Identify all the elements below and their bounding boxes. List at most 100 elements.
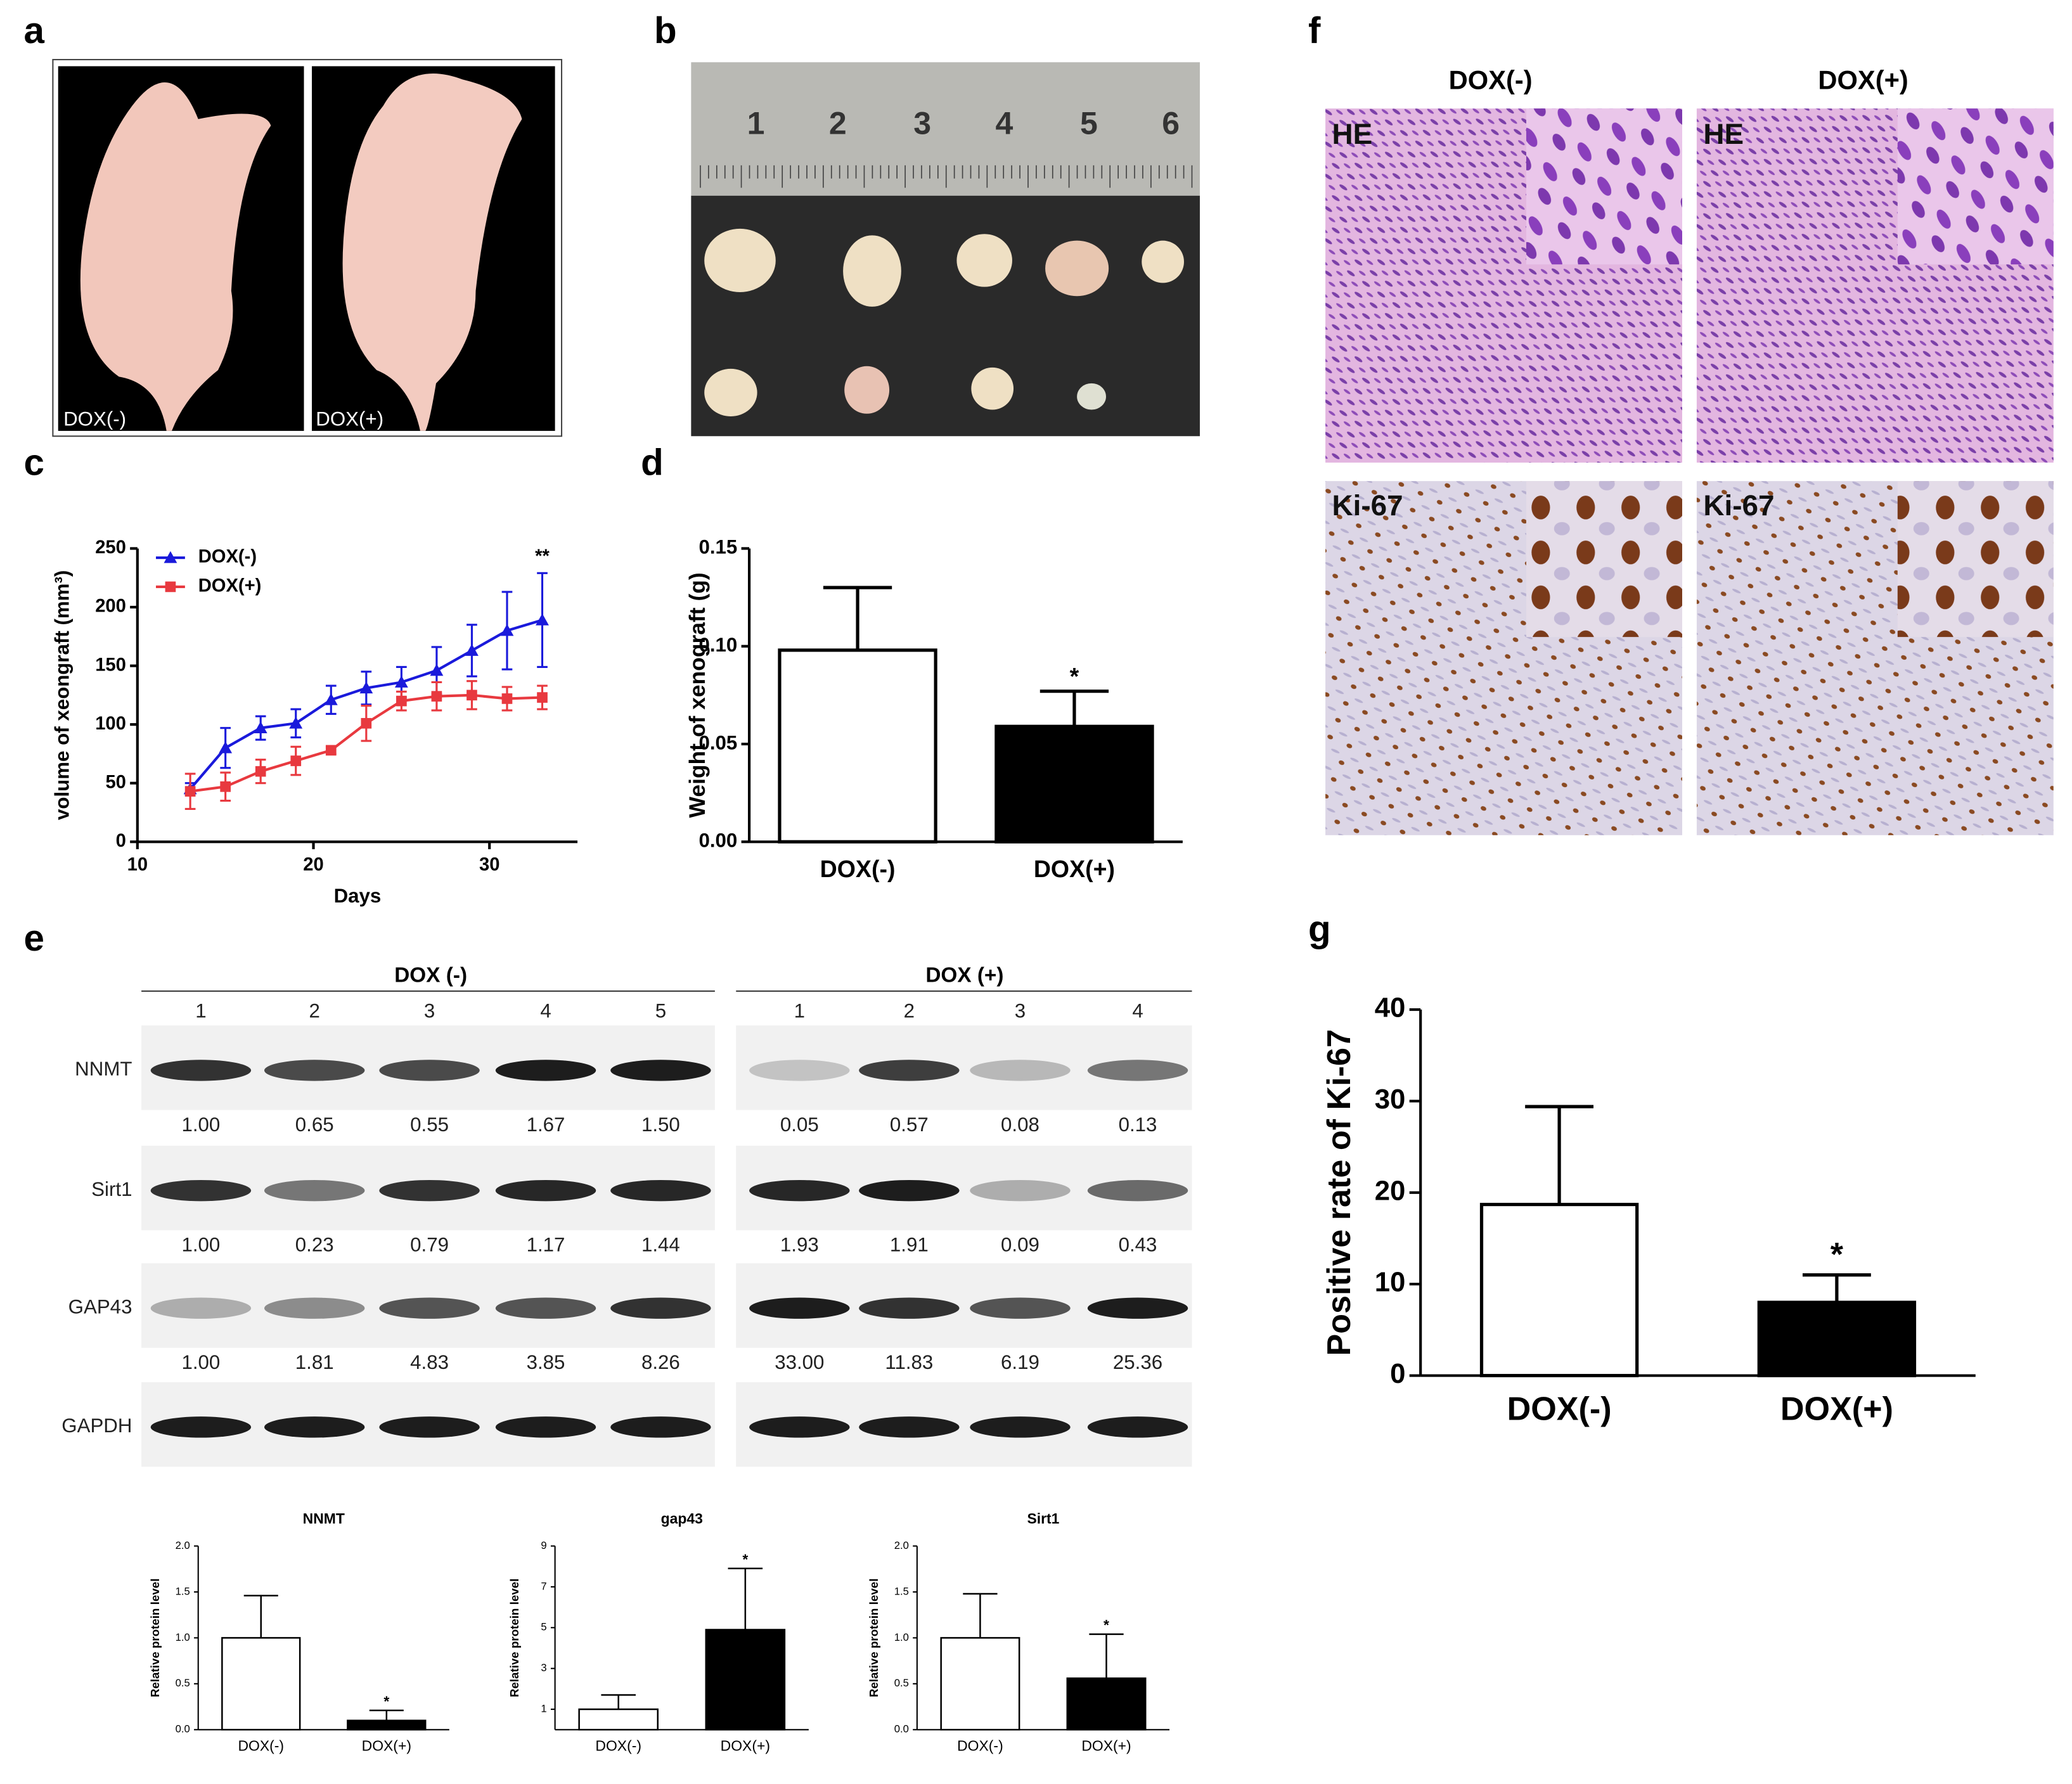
band-ratio: 1.50: [641, 1113, 680, 1136]
y-tick-label: 1.0: [176, 1631, 190, 1643]
data-point: [220, 781, 231, 792]
y-axis-label: Relative protein level: [867, 1579, 880, 1698]
bar: [347, 1719, 427, 1731]
band-ratio: 1.44: [641, 1233, 680, 1255]
lane-number: 2: [309, 999, 319, 1022]
band-ratio: 0.23: [295, 1233, 334, 1255]
tumor: [1142, 240, 1184, 283]
tumor: [844, 366, 890, 414]
data-point: [290, 755, 302, 766]
photo: [691, 195, 1200, 437]
legend-label: DOX(-): [198, 547, 257, 567]
ruler-label: 1: [747, 106, 765, 141]
x-tick-label: DOX(+): [721, 1737, 770, 1754]
tumor: [843, 235, 901, 307]
blot-band: [749, 1297, 850, 1319]
band-ratio: 3.85: [527, 1351, 565, 1373]
chart-title: NNMT: [303, 1510, 345, 1527]
chart-title: gap43: [661, 1510, 703, 1527]
lane-number: 3: [1015, 999, 1026, 1022]
y-tick-label: 100: [95, 714, 126, 734]
y-tick-label: 0.0: [894, 1723, 909, 1735]
band-ratio: 0.55: [410, 1113, 449, 1136]
band-ratio: 0.79: [410, 1233, 449, 1255]
y-tick-label: 1.5: [176, 1585, 190, 1597]
ruler: [691, 62, 1200, 196]
data-point: [324, 693, 338, 705]
y-tick-label: 30: [1375, 1084, 1406, 1115]
y-tick-label: 0.5: [176, 1677, 190, 1689]
band-ratio: 1.00: [181, 1351, 220, 1373]
x-tick-label: 20: [303, 855, 323, 875]
lane-number: 5: [655, 999, 666, 1022]
legend-label: DOX(+): [198, 576, 262, 596]
blot-band: [970, 1179, 1071, 1202]
stain-label: Ki-67: [1332, 489, 1403, 522]
x-tick-label: DOX(+): [362, 1737, 411, 1754]
y-tick-label: 3: [541, 1662, 546, 1674]
column-title: DOX(-): [1449, 65, 1533, 95]
y-axis-label: Relative protein level: [508, 1579, 521, 1698]
bar: [994, 724, 1154, 844]
data-point: [465, 644, 479, 656]
annotation: *: [1104, 1617, 1109, 1633]
y-axis-label: Weight of xenograft (g): [685, 572, 710, 818]
row-label: NNMT: [75, 1058, 132, 1080]
y-tick-label: 1.5: [894, 1585, 909, 1597]
blot-band: [495, 1179, 596, 1202]
chart-title: Sirt1: [1027, 1510, 1059, 1527]
data-point: [430, 664, 444, 676]
row-label: GAPDH: [61, 1415, 132, 1437]
panel-label: d: [641, 442, 664, 484]
band-ratio: 0.65: [295, 1113, 334, 1136]
blot-band: [1087, 1297, 1188, 1319]
tumor: [704, 228, 776, 292]
annotation: *: [1831, 1236, 1844, 1273]
blot-band: [379, 1297, 480, 1319]
y-tick-label: 0.10: [698, 634, 737, 656]
inset: [1897, 481, 2054, 638]
bar: [1479, 1202, 1639, 1378]
blot-band: [970, 1297, 1071, 1319]
panel-label: f: [1308, 10, 1321, 51]
band-ratio: 4.83: [410, 1351, 449, 1373]
data-point: [254, 721, 267, 734]
y-tick-label: 0: [116, 831, 126, 851]
bar: [221, 1637, 301, 1731]
blot-band: [150, 1179, 252, 1202]
photo-label: DOX(+): [316, 407, 383, 430]
y-tick-label: 250: [95, 537, 126, 558]
blot-band: [150, 1297, 252, 1319]
group-label: DOX (-): [394, 964, 467, 987]
band-ratio: 0.43: [1119, 1233, 1157, 1255]
blot-band: [495, 1060, 596, 1081]
legend-marker: [165, 581, 176, 593]
bar: [778, 648, 937, 844]
y-tick-label: 1: [541, 1702, 546, 1714]
y-tick-label: 2.0: [894, 1539, 909, 1551]
x-tick-label: DOX(-): [820, 856, 896, 882]
x-tick-label: DOX(+): [1034, 856, 1115, 882]
inset: [1526, 481, 1682, 638]
blot-band: [1087, 1416, 1188, 1438]
bar: [1757, 1300, 1917, 1378]
stain-label: HE: [1703, 117, 1744, 150]
lane-number: 4: [1132, 999, 1143, 1022]
band-ratio: 33.00: [775, 1351, 824, 1373]
x-tick-label: DOX(+): [1081, 1737, 1131, 1754]
blot-band: [970, 1060, 1071, 1081]
y-axis-label: Positive rate of Ki-67: [1321, 1029, 1358, 1356]
band-ratio: 6.19: [1001, 1351, 1039, 1373]
panel-label: a: [24, 10, 45, 51]
blot-band: [610, 1416, 711, 1438]
band-ratio: 1.93: [780, 1233, 819, 1255]
inset: [1526, 108, 1682, 265]
figure-layer: a b c d e f g DOX(-) DOX(+) 1 2 3 4 5 6 DOX(-) DOX(+) HE H…: [24, 10, 2054, 1754]
data-point: [361, 717, 372, 729]
bar: [940, 1637, 1020, 1731]
lane-number: 1: [195, 999, 206, 1022]
data-point: [289, 716, 303, 729]
data-point: [500, 624, 514, 636]
blot-band: [264, 1060, 365, 1081]
y-tick-label: 20: [1375, 1175, 1406, 1206]
